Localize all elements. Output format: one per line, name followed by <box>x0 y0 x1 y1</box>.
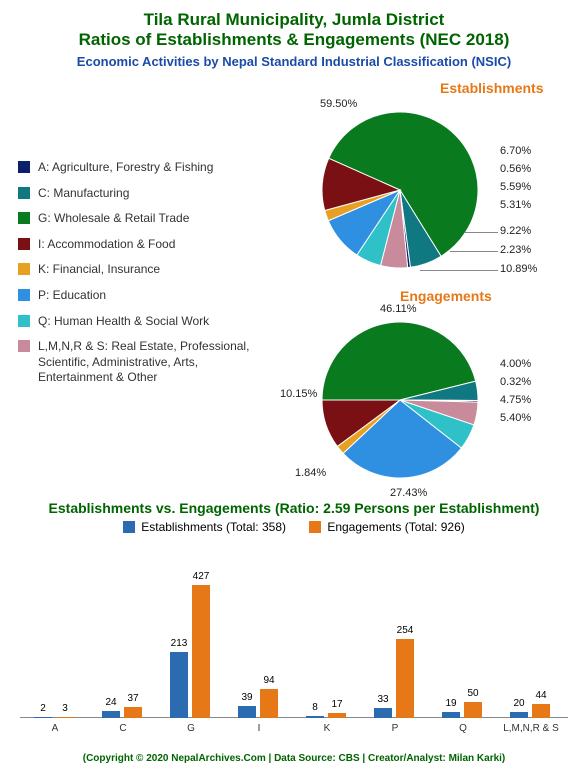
bar-category-label: G <box>161 723 221 734</box>
bar-establishments: 39 <box>238 706 256 718</box>
pie-slice-label: 0.56% <box>500 163 531 175</box>
pie-slice-label: 5.40% <box>500 412 531 424</box>
bar-value: 24 <box>102 697 120 708</box>
pie-slice-label: 0.32% <box>500 376 531 388</box>
engagements-pie <box>0 300 588 600</box>
pie-slice-label: 2.23% <box>500 244 531 256</box>
bar-value: 33 <box>374 694 392 705</box>
bar-value: 44 <box>532 690 550 701</box>
bar-engagements: 50 <box>464 702 482 718</box>
pie-slice-label: 9.22% <box>500 225 531 237</box>
bar-establishments: 8 <box>306 716 324 718</box>
bar-category-label: Q <box>433 723 493 734</box>
bar-value: 19 <box>442 698 460 709</box>
subtitle: Economic Activities by Nepal Standard In… <box>0 54 588 69</box>
bar-engagements: 94 <box>260 689 278 718</box>
bar-legend-eng-label: Engagements (Total: 926) <box>327 520 464 534</box>
bar-value: 39 <box>238 692 256 703</box>
bar-engagements: 37 <box>124 707 142 719</box>
footer-text: (Copyright © 2020 NepalArchives.Com | Da… <box>0 753 588 764</box>
bar-category-label: L,M,N,R & S <box>501 723 561 734</box>
pie-slice-label: 46.11% <box>380 303 417 315</box>
bar-establishments: 213 <box>170 652 188 718</box>
pie-slice-label: 27.43% <box>390 487 427 499</box>
bar-legend-est: Establishments (Total: 358) <box>123 520 286 534</box>
bar-value: 94 <box>260 675 278 686</box>
chart-container: Tila Rural Municipality, Jumla District … <box>0 0 588 768</box>
bar-category-label: K <box>297 723 357 734</box>
pie-slice-label: 5.59% <box>500 181 531 193</box>
pie-slice-label: 10.15% <box>280 388 317 400</box>
bar-establishments: 20 <box>510 712 528 718</box>
bar-establishments: 19 <box>442 712 460 718</box>
bar-establishments: 2 <box>34 717 52 718</box>
bar-category-label: P <box>365 723 425 734</box>
pie-slice-label: 10.89% <box>500 263 537 275</box>
bar-value: 8 <box>306 702 324 713</box>
title-line-2: Ratios of Establishments & Engagements (… <box>0 30 588 50</box>
bar-establishments: 33 <box>374 708 392 718</box>
bar-value: 37 <box>124 693 142 704</box>
bar-category-label: A <box>25 723 85 734</box>
bar-engagements: 3 <box>56 717 74 718</box>
pie-slice-label: 5.31% <box>500 199 531 211</box>
pie-slice-label: 59.50% <box>320 98 357 110</box>
bar-engagements: 44 <box>532 704 550 718</box>
barchart-legend: Establishments (Total: 358) Engagements … <box>0 520 588 536</box>
bar-value: 50 <box>464 688 482 699</box>
bar-legend-eng: Engagements (Total: 926) <box>309 520 464 534</box>
bar-legend-est-label: Establishments (Total: 358) <box>141 520 286 534</box>
pie-slice-label: 4.75% <box>500 394 531 406</box>
pie-slice-label: 4.00% <box>500 358 531 370</box>
bar-value: 20 <box>510 698 528 709</box>
bar-engagements: 254 <box>396 639 414 718</box>
bar-value: 213 <box>170 638 188 649</box>
bar-engagements: 427 <box>192 585 210 718</box>
bar-category-label: C <box>93 723 153 734</box>
bar-value: 254 <box>396 625 414 636</box>
bar-value: 3 <box>56 703 74 714</box>
bar-value: 2 <box>34 703 52 714</box>
bar-establishments: 24 <box>102 711 120 718</box>
barchart: 23A2437C213427G3994I817K33254P1950Q2044L… <box>20 578 568 738</box>
pie-slice-label: 6.70% <box>500 145 531 157</box>
bar-category-label: I <box>229 723 289 734</box>
bar-value: 427 <box>192 571 210 582</box>
title-line-1: Tila Rural Municipality, Jumla District <box>0 0 588 30</box>
bar-value: 17 <box>328 699 346 710</box>
bar-engagements: 17 <box>328 713 346 718</box>
pie-slice-label: 1.84% <box>295 467 326 479</box>
barchart-title: Establishments vs. Engagements (Ratio: 2… <box>0 500 588 516</box>
